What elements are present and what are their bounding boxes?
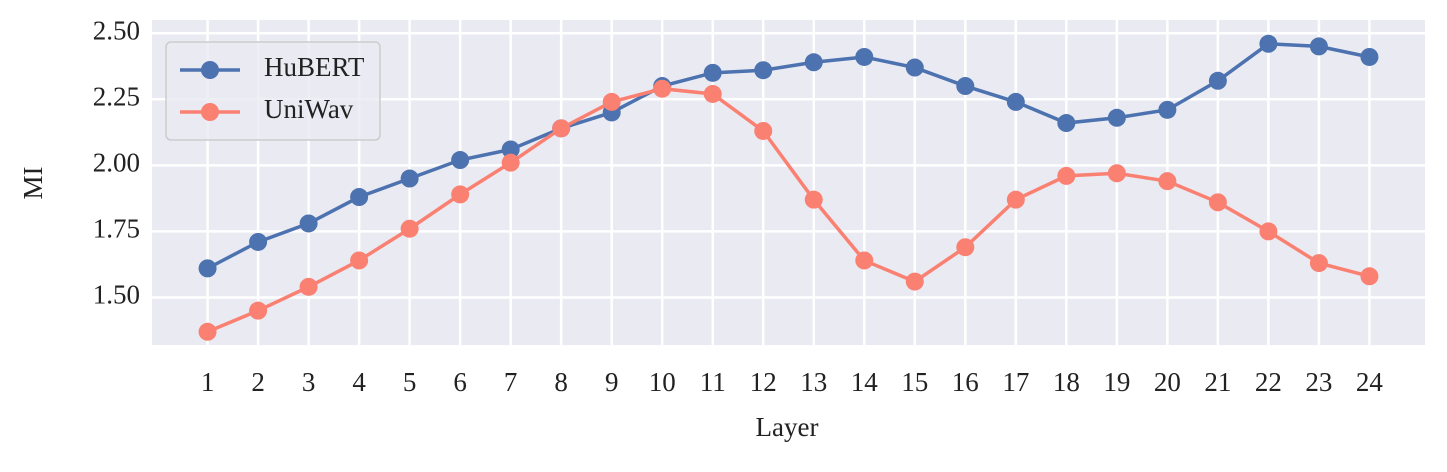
x-tick-label: 1: [201, 367, 215, 397]
data-point: [956, 77, 975, 96]
data-point: [703, 84, 722, 103]
data-point: [855, 251, 874, 270]
x-tick-label: 8: [554, 367, 568, 397]
x-tick-label: 14: [851, 367, 879, 397]
data-point: [451, 185, 470, 204]
data-point: [350, 251, 369, 270]
data-point: [653, 79, 672, 98]
data-point: [249, 232, 268, 251]
data-point: [1259, 222, 1278, 241]
data-point: [1006, 190, 1025, 209]
data-point: [350, 188, 369, 207]
data-point: [501, 140, 520, 159]
x-tick-label: 12: [750, 367, 777, 397]
x-tick-label: 21: [1204, 367, 1231, 397]
x-tick-label: 5: [403, 367, 417, 397]
series-line: [206, 86, 1370, 334]
data-point: [1107, 164, 1126, 183]
legend-box: [165, 41, 381, 141]
data-point: [1208, 71, 1227, 90]
data-point: [1107, 108, 1126, 127]
data-point: [855, 47, 874, 66]
x-tick-label: 3: [302, 367, 316, 397]
x-tick-label: 18: [1053, 367, 1080, 397]
x-tick-label: 9: [605, 367, 619, 397]
data-point: [1208, 193, 1227, 212]
y-axis-label: MI: [18, 166, 48, 199]
data-point: [1057, 166, 1076, 185]
x-tick-label: 4: [352, 367, 366, 397]
y-tick-label: 2.50: [93, 15, 140, 45]
x-tick-label: 6: [453, 367, 467, 397]
x-tick-label: 19: [1103, 367, 1130, 397]
data-point: [299, 214, 318, 233]
data-point: [400, 219, 419, 238]
data-point: [1158, 172, 1177, 191]
data-point: [451, 151, 470, 170]
data-point: [956, 238, 975, 257]
x-tick-label: 15: [901, 367, 928, 397]
data-point: [905, 272, 924, 291]
x-tick-label: 24: [1356, 367, 1384, 397]
legend-marker: [201, 103, 219, 121]
data-point: [1259, 34, 1278, 53]
x-tick-label: 2: [251, 367, 265, 397]
data-point: [198, 322, 217, 341]
data-point: [754, 61, 773, 80]
data-point: [1360, 47, 1379, 66]
legend-label: HuBERT: [264, 52, 365, 82]
x-tick-label: 16: [952, 367, 979, 397]
data-point: [1360, 267, 1379, 286]
data-point: [602, 92, 621, 111]
y-tick-label: 1.75: [93, 214, 140, 244]
data-point: [400, 169, 419, 188]
data-point: [198, 259, 217, 278]
x-tick-label: 7: [504, 367, 518, 397]
data-point: [501, 153, 520, 172]
data-point: [905, 58, 924, 77]
x-tick-label: 10: [649, 367, 676, 397]
data-point: [1057, 114, 1076, 133]
data-point: [804, 190, 823, 209]
x-tick-label: 23: [1305, 367, 1332, 397]
x-axis-label: Layer: [756, 412, 819, 442]
data-point: [1006, 92, 1025, 111]
data-point: [1309, 254, 1328, 273]
y-tick-label: 1.50: [93, 280, 140, 310]
data-point: [703, 63, 722, 82]
x-tick-label: 13: [800, 367, 827, 397]
data-point: [1309, 37, 1328, 56]
y-tick-label: 2.00: [93, 148, 140, 178]
data-point: [299, 277, 318, 296]
x-tick-label: 11: [700, 367, 726, 397]
x-tick-label: 17: [1002, 367, 1029, 397]
data-point: [804, 53, 823, 72]
legend-label: UniWav: [264, 94, 354, 124]
data-point: [1158, 100, 1177, 119]
data-point: [754, 121, 773, 140]
legend-marker: [201, 61, 219, 79]
y-tick-label: 2.25: [93, 81, 140, 111]
x-tick-label: 22: [1255, 367, 1282, 397]
data-point: [552, 119, 571, 138]
x-tick-label: 20: [1154, 367, 1181, 397]
data-point: [249, 301, 268, 320]
